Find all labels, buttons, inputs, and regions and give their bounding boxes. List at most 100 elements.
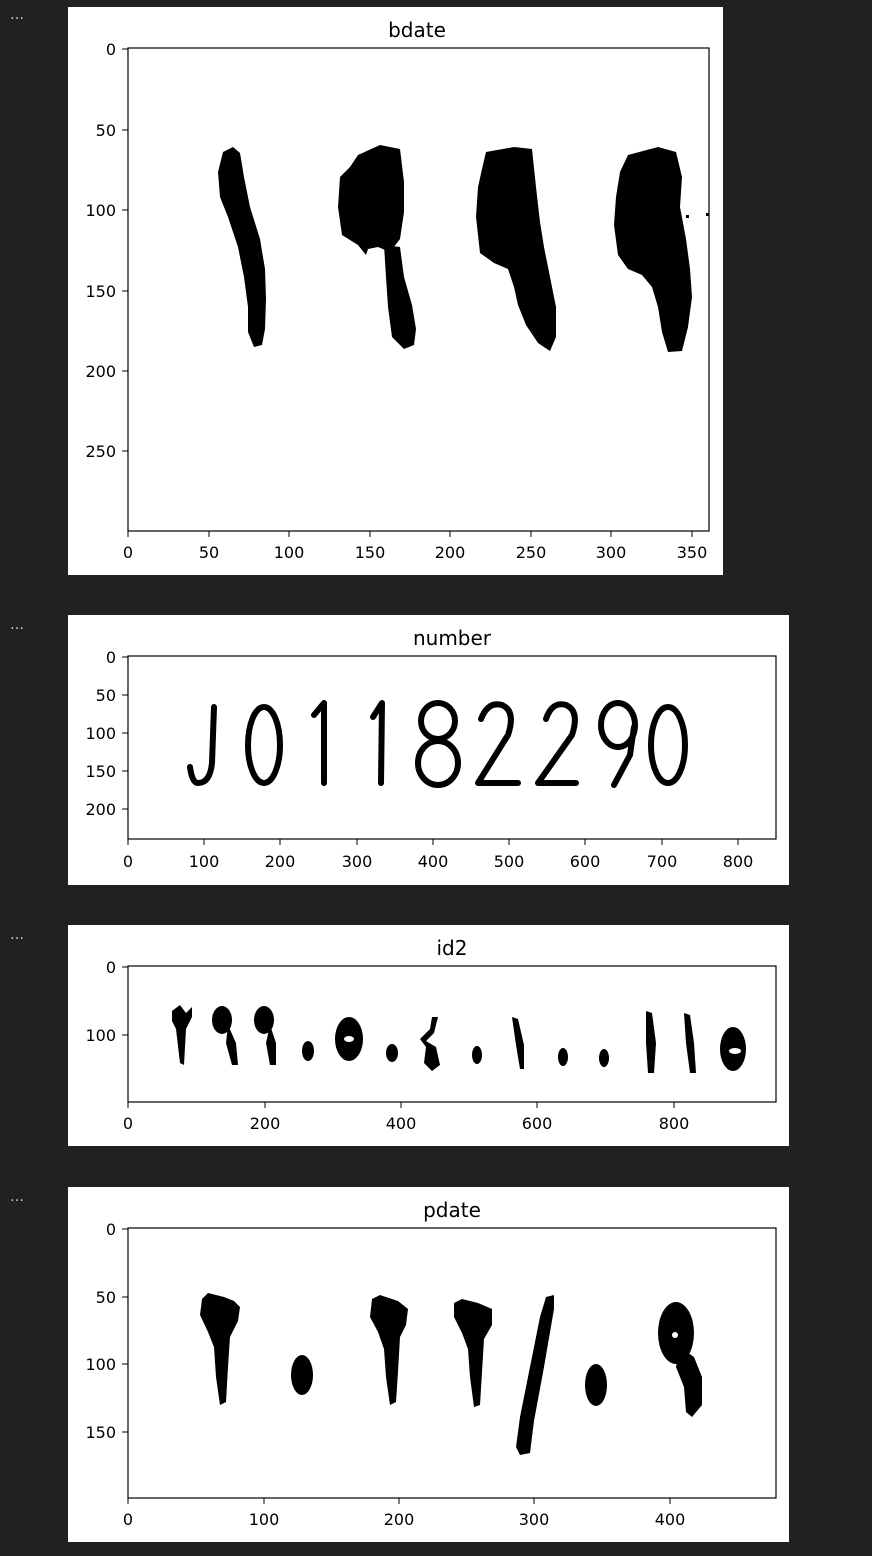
y-axis: 0 100 [85,958,128,1045]
x-tick-label: 150 [355,543,386,562]
x-tick-label: 300 [519,1510,550,1529]
cell-gutter: … [0,0,60,580]
y-tick-label: 100 [85,1355,116,1374]
digit-glyph [478,704,518,783]
y-tick-label: 50 [96,686,116,705]
digit-glyph [200,1293,240,1405]
x-tick-label: 250 [516,543,547,562]
cell-gutter: … [0,1180,60,1550]
plot-frame [128,48,709,531]
digit-glyph [226,1025,238,1065]
collapse-output-button[interactable]: … [10,928,25,942]
digit-glyph [302,1041,314,1061]
x-axis: 0 50 100 150 200 250 300 350 [123,531,707,562]
digit-glyph [676,1347,702,1417]
plot-output-pdate: pdate 0 50 100 150 [68,1187,789,1542]
x-tick-label: 600 [522,1114,553,1133]
y-tick-label: 200 [85,362,116,381]
digit-glyph [370,1295,408,1405]
digit-glyph [599,1049,609,1067]
x-tick-label: 0 [123,1114,133,1133]
digit-glyph-hole [672,1332,678,1338]
y-tick-label: 0 [106,958,116,977]
digit-glyph [585,1364,607,1406]
plot-title: number [413,626,492,650]
digit-glyph [420,1017,440,1071]
image-area [190,703,685,785]
x-tick-label: 500 [494,852,525,871]
plot-frame [128,966,776,1102]
plot-title: pdate [423,1198,481,1222]
digit-glyph [538,704,576,783]
y-tick-label: 100 [85,724,116,743]
digit-glyph [614,727,634,785]
digit-glyph [646,1011,656,1073]
x-tick-label: 0 [123,852,133,871]
plot-title: bdate [388,18,446,42]
digit-glyph [384,245,416,349]
digit-glyph [314,703,324,783]
digit-glyph [651,707,685,783]
y-tick-label: 0 [106,1220,116,1239]
digit-glyph [454,1299,492,1407]
x-tick-label: 200 [435,543,466,562]
y-tick-label: 100 [85,201,116,220]
cell-gutter: … [0,918,60,1150]
plot-title: id2 [437,936,468,960]
y-tick-label: 150 [85,282,116,301]
image-area [172,1005,746,1073]
collapse-output-button[interactable]: … [10,1190,25,1204]
x-tick-label: 50 [199,543,219,562]
image-area [218,145,709,352]
digit-glyph [190,707,214,783]
digit-glyph [418,741,458,785]
x-tick-label: 300 [342,852,373,871]
plot-bdate: bdate 0 50 100 150 200 250 [68,7,723,575]
y-tick-label: 150 [85,762,116,781]
digit-glyph [338,145,404,255]
digit-glyph [421,703,455,739]
collapse-output-button[interactable]: … [10,618,25,632]
digit-glyph [516,1295,554,1455]
y-tick-label: 100 [85,1026,116,1045]
digit-glyph [248,707,280,783]
noise-speck [686,215,689,218]
x-axis: 0 100 200 300 400 [123,1498,685,1529]
digit-glyph-hole [729,1048,741,1054]
y-tick-label: 50 [96,121,116,140]
plot-output-id2: id2 0 100 [68,925,789,1146]
y-tick-label: 250 [85,442,116,461]
x-tick-label: 100 [189,852,220,871]
y-tick-label: 200 [85,800,116,819]
x-tick-label: 0 [123,543,133,562]
collapse-output-button[interactable]: … [10,8,25,22]
x-tick-label: 300 [596,543,627,562]
x-tick-label: 0 [123,1510,133,1529]
x-tick-label: 200 [384,1510,415,1529]
digit-glyph-hole [344,1036,354,1042]
digit-glyph [512,1017,524,1069]
cell-gutter: … [0,608,60,888]
plot-pdate: pdate 0 50 100 150 [68,1187,789,1542]
x-tick-label: 700 [647,852,678,871]
x-axis: 0 200 400 600 800 [123,1102,689,1133]
x-tick-label: 400 [386,1114,417,1133]
x-tick-label: 800 [723,852,754,871]
x-tick-label: 600 [570,852,601,871]
digit-glyph [172,1005,192,1065]
digit-glyph [373,703,382,783]
digit-glyph [386,1044,398,1062]
plot-output-bdate: bdate 0 50 100 150 200 250 [68,7,723,575]
x-tick-label: 200 [250,1114,281,1133]
plot-number: number 0 50 100 150 200 [68,615,789,885]
y-tick-label: 50 [96,1288,116,1307]
y-axis: 0 50 100 150 200 250 [85,40,128,461]
x-tick-label: 100 [274,543,305,562]
y-tick-label: 0 [106,40,116,59]
x-tick-label: 400 [655,1510,686,1529]
y-tick-label: 0 [106,648,116,667]
x-tick-label: 100 [249,1510,280,1529]
digit-glyph [558,1048,568,1066]
digit-glyph [614,147,692,352]
x-tick-label: 800 [659,1114,690,1133]
